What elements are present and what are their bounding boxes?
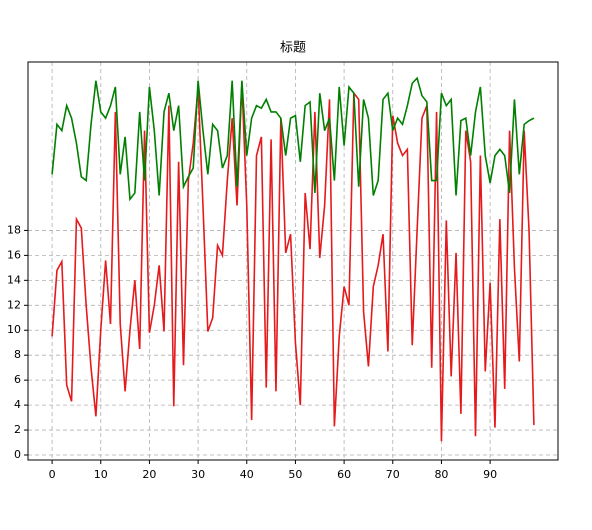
y-tick-label: 8 xyxy=(14,348,21,361)
x-tick-label: 60 xyxy=(337,468,351,481)
x-tick-label: 90 xyxy=(483,468,497,481)
x-tick-label: 0 xyxy=(49,468,56,481)
x-tick-label: 20 xyxy=(142,468,156,481)
y-tick-label: 6 xyxy=(14,373,21,386)
x-tick-label: 40 xyxy=(240,468,254,481)
y-tick-label: 4 xyxy=(14,398,21,411)
x-tick-label: 80 xyxy=(434,468,448,481)
y-tick-label: 2 xyxy=(14,423,21,436)
series-line xyxy=(51,76,535,202)
series-line xyxy=(51,83,535,442)
x-tick-label: 50 xyxy=(288,468,302,481)
y-tick-label: 18 xyxy=(7,223,21,236)
y-tick-label: 14 xyxy=(7,273,21,286)
plot-frame xyxy=(27,61,559,461)
x-tick-label: 70 xyxy=(386,468,400,481)
x-tick-label: 10 xyxy=(94,468,108,481)
x-tick-label: 30 xyxy=(191,468,205,481)
y-tick-label: 10 xyxy=(7,323,21,336)
chart-title: 标题 xyxy=(280,41,306,56)
y-tick-label: 12 xyxy=(7,298,21,311)
y-tick-label: 16 xyxy=(7,248,21,261)
y-tick-label: 0 xyxy=(14,448,21,461)
